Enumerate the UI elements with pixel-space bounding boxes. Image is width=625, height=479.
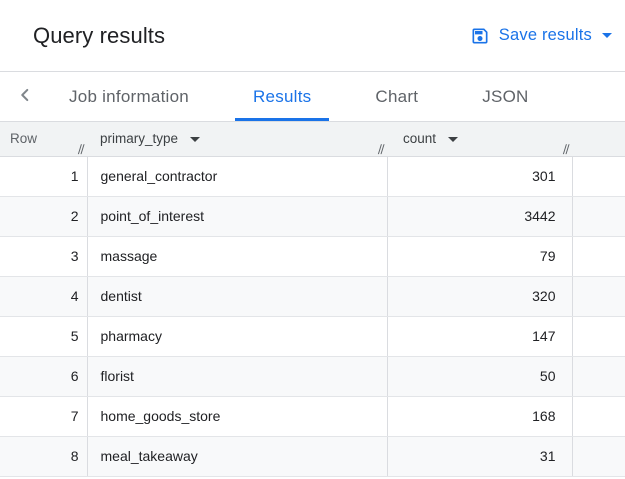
count-cell: 3442 xyxy=(387,196,573,237)
table-row: 4 dentist 320 xyxy=(0,276,625,317)
back-chevron-button[interactable] xyxy=(13,72,37,121)
save-results-button[interactable]: Save results xyxy=(470,26,612,46)
primary-type-cell: pharmacy xyxy=(87,316,388,357)
column-header-primary-type[interactable]: primary_type ∕∕ xyxy=(87,122,387,157)
count-cell: 168 xyxy=(387,396,573,437)
filler-cell xyxy=(572,356,625,397)
column-resize-handle[interactable]: ∕∕ xyxy=(562,141,570,156)
row-number-cell: 2 xyxy=(0,196,88,237)
row-number-cell: 7 xyxy=(0,396,88,437)
count-cell: 147 xyxy=(387,316,573,357)
primary-type-cell: general_contractor xyxy=(87,156,388,197)
tab-results[interactable]: Results xyxy=(234,72,330,121)
primary-type-cell: dentist xyxy=(87,276,388,317)
tab-json[interactable]: JSON xyxy=(464,72,546,121)
filler-cell xyxy=(572,436,625,477)
table-row: 7 home_goods_store 168 xyxy=(0,396,625,437)
primary-type-cell: florist xyxy=(87,356,388,397)
filler-cell xyxy=(572,156,625,197)
table-row: 6 florist 50 xyxy=(0,356,625,397)
table-row: 5 pharmacy 147 xyxy=(0,316,625,357)
column-dropdown-icon[interactable] xyxy=(190,137,201,143)
table-row: 8 meal_takeaway 31 xyxy=(0,436,625,477)
table-header-row: Row ∕∕ primary_type ∕∕ count ∕∕ xyxy=(0,122,625,157)
count-cell: 301 xyxy=(387,156,573,197)
count-cell: 31 xyxy=(387,436,573,477)
filler-cell xyxy=(572,316,625,357)
column-header-filler xyxy=(572,122,625,157)
primary-type-cell: massage xyxy=(87,236,388,277)
primary-type-cell: meal_takeaway xyxy=(87,436,388,477)
primary-type-cell: point_of_interest xyxy=(87,196,388,237)
query-results-header: Query results Save results xyxy=(0,0,625,71)
column-resize-handle[interactable]: ∕∕ xyxy=(377,141,385,156)
row-number-cell: 1 xyxy=(0,156,88,197)
filler-cell xyxy=(572,276,625,317)
count-cell: 320 xyxy=(387,276,573,317)
tab-chart[interactable]: Chart xyxy=(357,72,436,121)
column-header-row: Row ∕∕ xyxy=(0,122,87,157)
row-number-cell: 8 xyxy=(0,436,88,477)
filler-cell xyxy=(572,396,625,437)
save-icon xyxy=(470,26,490,46)
filler-cell xyxy=(572,236,625,277)
column-resize-handle[interactable]: ∕∕ xyxy=(77,141,85,156)
caret-down-icon xyxy=(602,33,612,38)
row-number-cell: 5 xyxy=(0,316,88,357)
table-row: 2 point_of_interest 3442 xyxy=(0,196,625,237)
chevron-left-icon xyxy=(14,84,36,109)
results-tab-bar: Job information Results Chart JSON xyxy=(0,71,625,122)
results-table-body: 1 general_contractor 301 2 point_of_inte… xyxy=(0,156,625,477)
page-title: Query results xyxy=(33,22,166,48)
results-table: Row ∕∕ primary_type ∕∕ count ∕∕ 1 genera… xyxy=(0,122,625,477)
column-header-count[interactable]: count ∕∕ xyxy=(387,122,572,157)
row-number-cell: 6 xyxy=(0,356,88,397)
count-cell: 50 xyxy=(387,356,573,397)
save-results-label: Save results xyxy=(498,26,592,44)
count-cell: 79 xyxy=(387,236,573,277)
table-row: 1 general_contractor 301 xyxy=(0,156,625,197)
primary-type-cell: home_goods_store xyxy=(87,396,388,437)
table-row: 3 massage 79 xyxy=(0,236,625,277)
column-dropdown-icon[interactable] xyxy=(448,137,459,143)
row-number-cell: 4 xyxy=(0,276,88,317)
tab-job-information[interactable]: Job information xyxy=(51,72,207,121)
filler-cell xyxy=(572,196,625,237)
row-number-cell: 3 xyxy=(0,236,88,277)
